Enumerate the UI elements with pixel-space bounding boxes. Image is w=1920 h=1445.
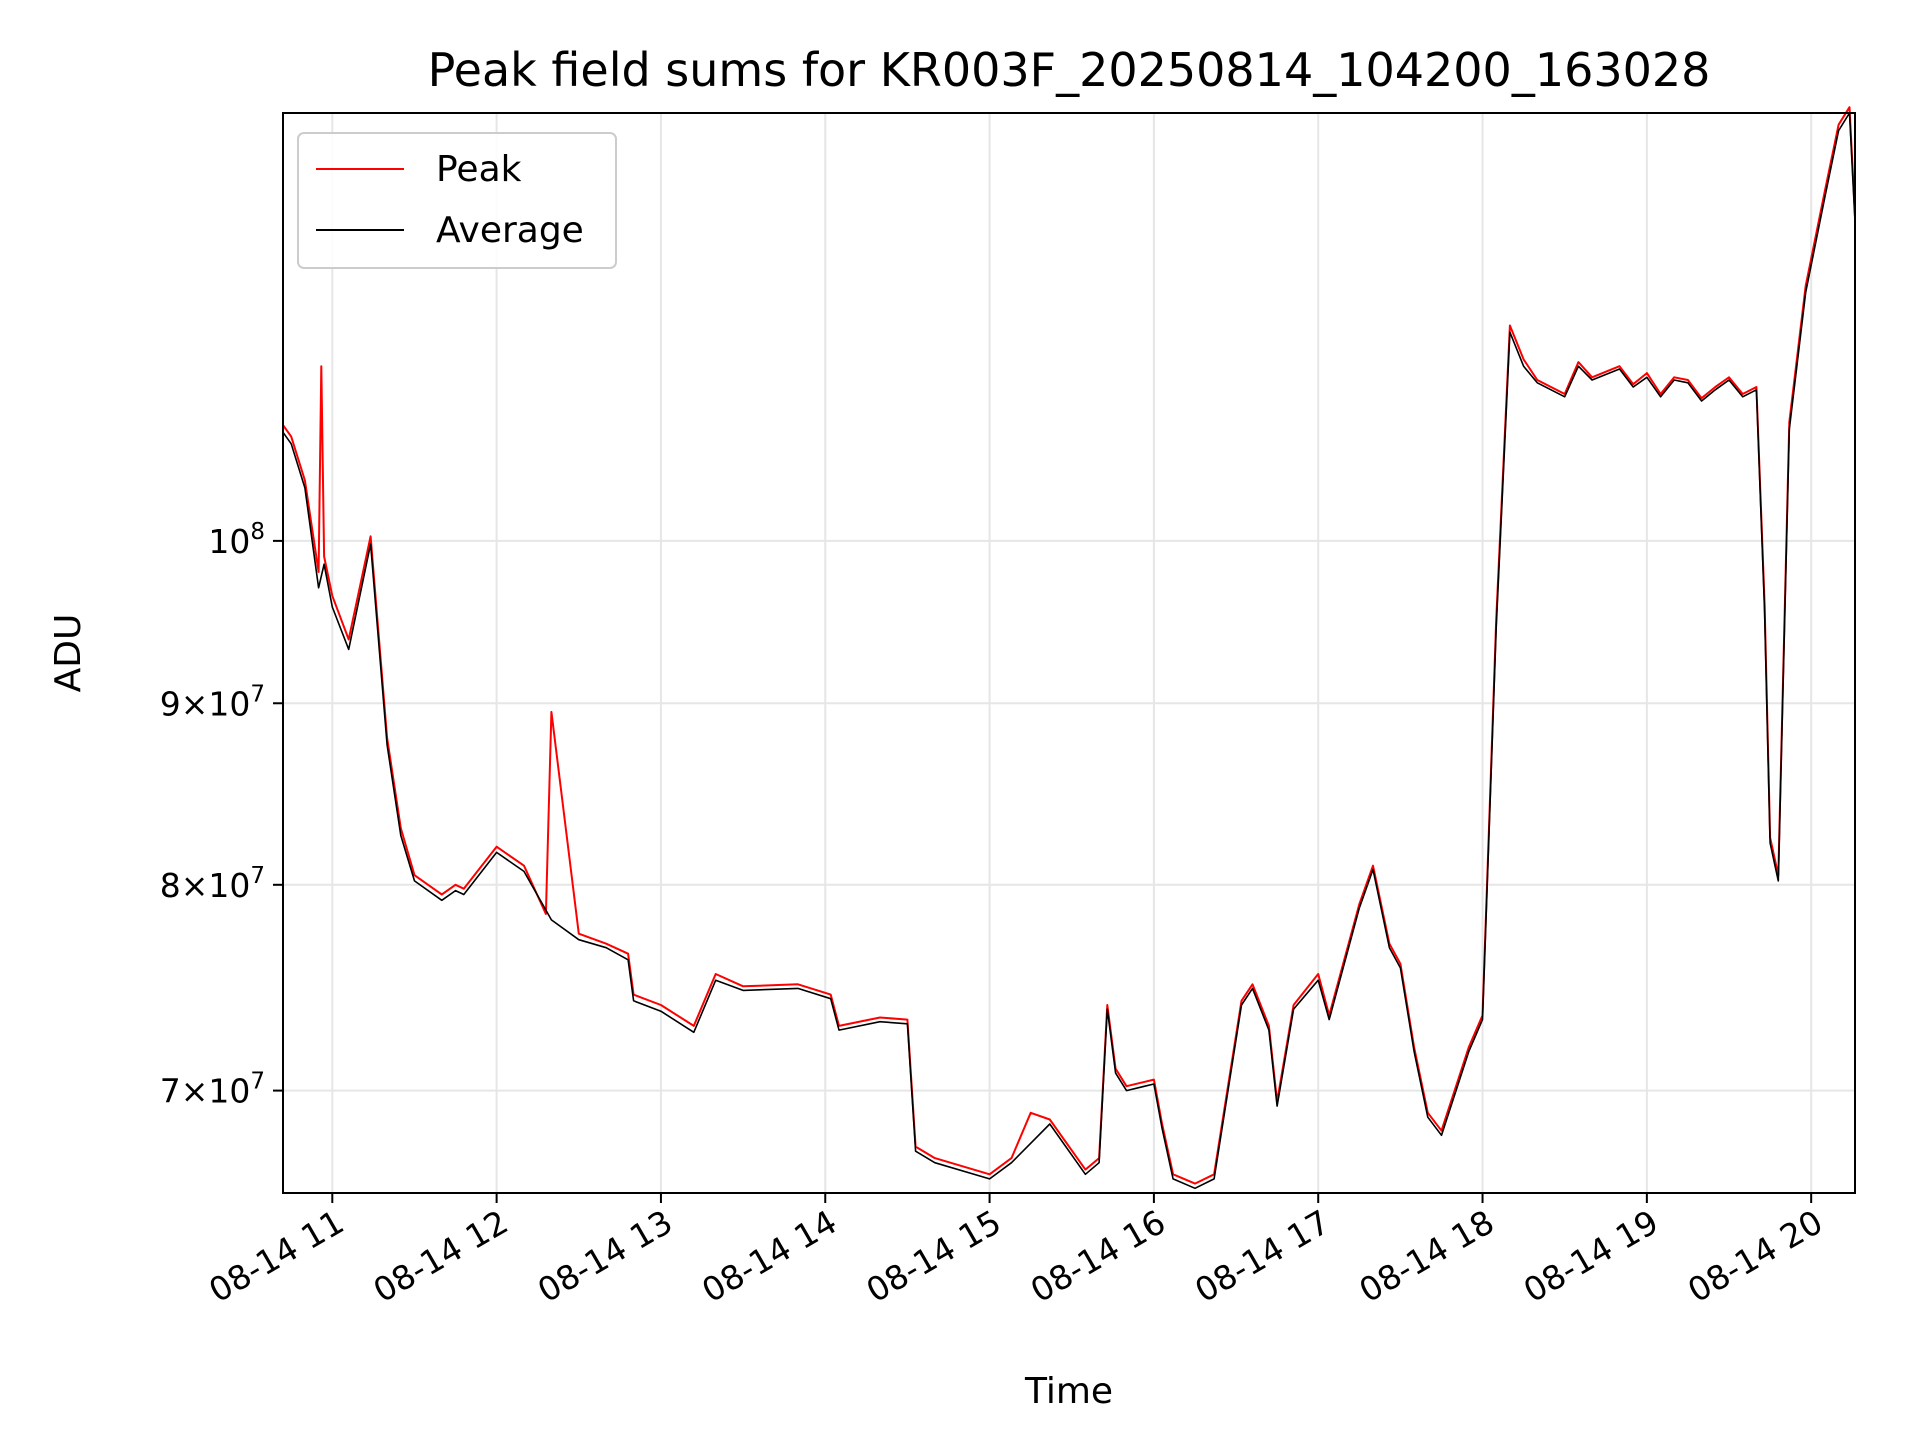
- series-layer: [282, 106, 1856, 1190]
- legend: Peak Average: [297, 132, 617, 269]
- grid-layer: [283, 113, 1855, 1193]
- x-axis-label: Time: [1024, 1371, 1113, 1412]
- chart-title: Peak field sums for KR003F_20250814_1042…: [428, 43, 1711, 97]
- legend-label: Peak: [436, 149, 522, 190]
- y-axis-label: ADU: [48, 614, 89, 693]
- y-tick-label: 7×107: [160, 1069, 265, 1111]
- y-tick-label: 9×107: [160, 681, 265, 723]
- series-line-peak: [282, 106, 1856, 1185]
- plot-frame: [282, 112, 1856, 1194]
- y-tick-label: 8×107: [160, 863, 265, 905]
- legend-label: Average: [436, 210, 584, 251]
- series-line-average: [282, 112, 1856, 1190]
- legend-box: [297, 132, 617, 269]
